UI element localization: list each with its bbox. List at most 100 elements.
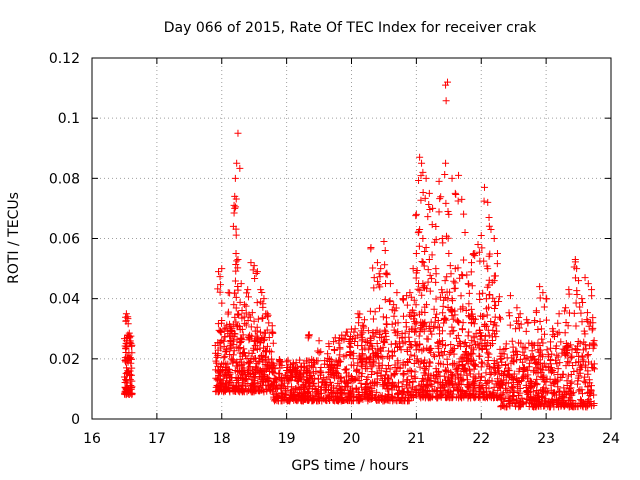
data-point: [498, 354, 506, 362]
data-point: [383, 271, 391, 279]
data-point: [249, 388, 257, 396]
data-point: [516, 310, 524, 318]
data-point: [226, 341, 234, 349]
data-point: [585, 376, 593, 384]
data-point: [238, 382, 246, 390]
data-point: [122, 357, 130, 365]
data-point: [579, 299, 587, 307]
data-point: [479, 289, 487, 297]
data-point: [494, 375, 502, 383]
y-tick-label: 0.02: [49, 352, 80, 368]
data-point: [121, 335, 129, 343]
data-point: [576, 303, 584, 311]
data-point: [484, 378, 492, 386]
data-point: [478, 313, 486, 321]
data-point: [416, 153, 424, 161]
data-point: [505, 366, 513, 374]
data-point: [513, 304, 521, 312]
data-point: [271, 365, 279, 373]
data-point: [442, 316, 450, 324]
data-point: [379, 343, 387, 351]
data-point: [381, 326, 389, 334]
data-point: [309, 363, 317, 371]
data-point: [247, 259, 255, 267]
data-point: [302, 357, 310, 365]
data-point: [454, 197, 462, 205]
data-point: [430, 324, 438, 332]
data-point: [439, 309, 447, 317]
data-point: [471, 340, 479, 348]
data-point: [406, 289, 414, 297]
data-point: [269, 329, 277, 337]
data-point: [490, 235, 498, 242]
data-point: [444, 234, 452, 242]
chart-title: Day 066 of 2015, Rate Of TEC Index for r…: [164, 20, 537, 36]
data-point: [442, 81, 450, 89]
data-point: [215, 268, 223, 276]
data-point: [589, 324, 597, 332]
data-point: [308, 359, 316, 367]
data-point: [251, 342, 259, 350]
data-point: [568, 378, 576, 386]
data-point: [234, 129, 242, 137]
data-point: [368, 368, 376, 376]
data-point: [477, 385, 485, 393]
data-point: [232, 250, 240, 258]
data-point: [230, 301, 238, 309]
data-point: [223, 321, 231, 329]
data-point: [518, 374, 526, 382]
data-point: [485, 291, 493, 299]
data-point: [412, 212, 420, 220]
data-point: [260, 335, 268, 343]
data-point: [423, 335, 431, 343]
data-point: [435, 352, 443, 360]
data-point: [252, 354, 260, 362]
x-tick-label: 19: [278, 431, 296, 447]
data-point: [426, 287, 434, 295]
data-point: [213, 359, 221, 367]
data-point: [275, 370, 283, 378]
data-point: [246, 373, 254, 381]
data-point: [373, 339, 381, 347]
data-point: [478, 332, 486, 340]
data-point: [352, 385, 360, 393]
data-point: [410, 296, 418, 304]
data-point: [421, 371, 429, 379]
x-tick-label: 21: [407, 431, 425, 447]
data-point: [432, 387, 440, 395]
data-point: [432, 365, 440, 373]
data-point: [419, 235, 427, 242]
data-point: [221, 352, 229, 360]
data-point: [446, 288, 454, 296]
data-point: [386, 298, 393, 306]
data-point: [485, 281, 493, 289]
data-point: [429, 204, 437, 212]
data-point: [415, 358, 423, 366]
data-point: [233, 257, 241, 265]
data-point: [567, 341, 575, 349]
y-tick-label: 0.06: [49, 232, 80, 248]
data-point: [247, 323, 255, 331]
data-point: [543, 346, 551, 354]
data-point: [497, 381, 505, 389]
data-point: [484, 265, 492, 273]
data-point: [410, 359, 418, 367]
data-point: [224, 308, 232, 316]
data-point: [358, 370, 366, 378]
data-point: [419, 168, 427, 176]
data-point: [391, 396, 399, 404]
data-point: [438, 286, 446, 294]
data-point: [407, 325, 415, 333]
data-point: [482, 305, 490, 313]
data-point: [259, 314, 267, 322]
data-point: [540, 303, 548, 311]
data-point: [450, 277, 458, 285]
data-point: [227, 338, 235, 346]
data-point: [230, 201, 238, 209]
data-point: [476, 352, 484, 360]
data-point: [451, 307, 459, 315]
data-point: [387, 382, 395, 390]
data-point: [498, 380, 506, 388]
data-point: [567, 370, 575, 378]
data-point: [485, 350, 493, 358]
